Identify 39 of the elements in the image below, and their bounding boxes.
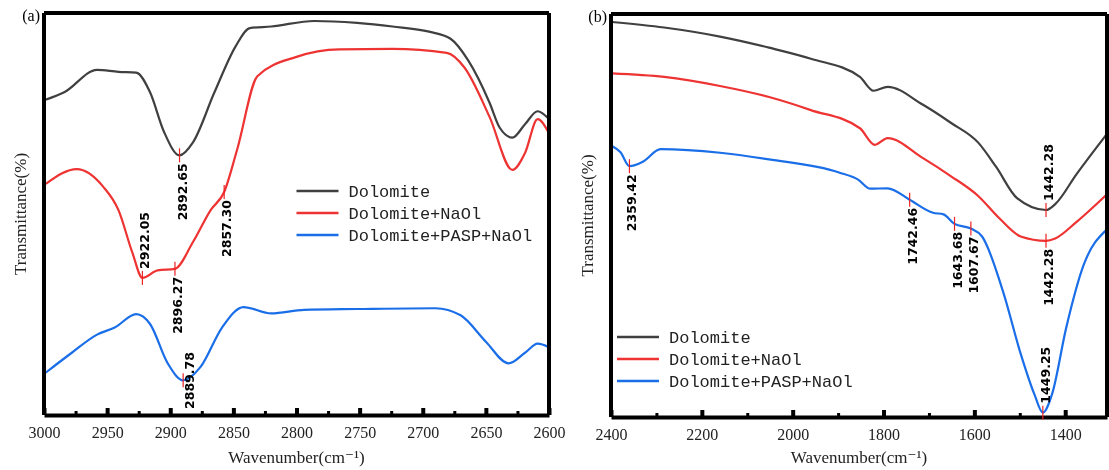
x-tick-label: 3000 — [28, 424, 61, 442]
legend-label: Dolomite+NaOl — [669, 351, 802, 370]
x-tick-label: 2950 — [91, 424, 124, 442]
x-axis-title: Wavenumber(cm⁻¹) — [790, 448, 928, 467]
annotation: 1442.28 — [1041, 144, 1057, 202]
annotation: 1442.28 — [1041, 248, 1057, 306]
x-tick-label: 2700 — [407, 424, 440, 442]
x-axis-title: Wavenumber(cm⁻¹) — [228, 448, 365, 467]
annotation: 2892.65 — [174, 163, 190, 221]
legend-label: Dolomite+PASP+NaOl — [348, 227, 533, 246]
x-tick-label: 2800 — [281, 424, 313, 442]
annotation: 2922.05 — [137, 211, 153, 269]
legend-label: Dolomite+PASP+NaOl — [669, 373, 853, 392]
x-tick-label: 2000 — [777, 426, 810, 444]
y-axis-title: Transmittance(%) — [11, 152, 30, 276]
annotation: 2889.78 — [182, 352, 198, 409]
x-tick-label: 2650 — [470, 424, 503, 442]
chart-title: (a) — [22, 7, 40, 25]
legend-label: Dolomite — [348, 183, 431, 202]
x-tick-label: 2400 — [595, 426, 628, 444]
legend-label: Dolomite+NaOl — [348, 205, 482, 224]
chart-title: (b) — [588, 8, 607, 26]
annotation: 1742.46 — [904, 207, 920, 265]
x-tick-label: 1600 — [958, 426, 991, 444]
annotation: 1607.67 — [965, 236, 981, 294]
annotation: 2359.42 — [624, 174, 640, 232]
legend-label: Dolomite — [669, 329, 751, 348]
annotation: 2896.27 — [169, 276, 185, 334]
x-tick-label: 1400 — [1049, 426, 1082, 444]
x-tick-label: 2200 — [686, 426, 719, 444]
x-tick-label: 1800 — [868, 426, 901, 444]
x-tick-label: 2750 — [344, 424, 377, 442]
annotation: 2857.30 — [219, 199, 235, 257]
annotation: 1643.68 — [949, 231, 965, 289]
y-axis-title: Transmittance(%) — [578, 154, 597, 277]
x-tick-label: 2850 — [217, 424, 250, 442]
x-tick-label: 2900 — [154, 424, 187, 442]
x-tick-label: 2600 — [533, 424, 566, 442]
annotation: 1449.25 — [1037, 346, 1053, 404]
